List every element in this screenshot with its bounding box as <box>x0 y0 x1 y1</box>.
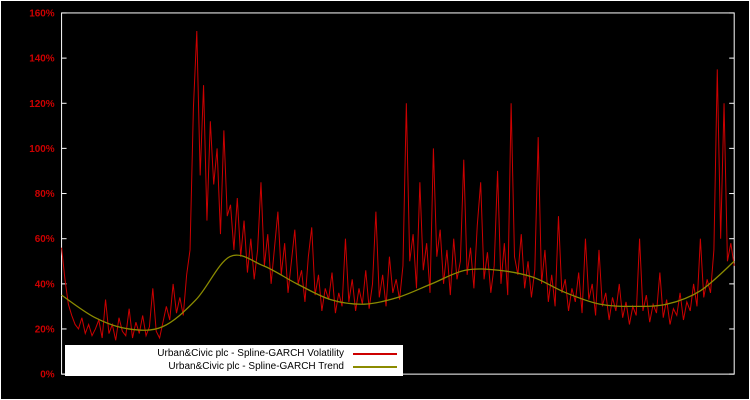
legend-item-volatility: Urban&Civic plc - Spline-GARCH Volatilit… <box>69 347 397 360</box>
chart-legend: Urban&Civic plc - Spline-GARCH Volatilit… <box>65 345 403 376</box>
legend-line-sample-trend <box>353 365 397 368</box>
svg-text:60%: 60% <box>35 234 55 245</box>
legend-label-volatility: Urban&Civic plc - Spline-GARCH Volatilit… <box>157 348 344 359</box>
svg-text:120%: 120% <box>29 99 55 110</box>
svg-text:160%: 160% <box>29 8 55 19</box>
svg-text:20%: 20% <box>35 324 55 335</box>
legend-item-trend: Urban&Civic plc - Spline-GARCH Trend <box>69 360 397 373</box>
svg-text:100%: 100% <box>29 144 55 155</box>
svg-text:140%: 140% <box>29 54 55 65</box>
svg-text:0%: 0% <box>40 370 55 381</box>
svg-text:80%: 80% <box>35 189 55 200</box>
legend-label-trend: Urban&Civic plc - Spline-GARCH Trend <box>168 361 344 372</box>
legend-line-sample-volatility <box>353 352 397 355</box>
svg-text:40%: 40% <box>35 279 55 290</box>
